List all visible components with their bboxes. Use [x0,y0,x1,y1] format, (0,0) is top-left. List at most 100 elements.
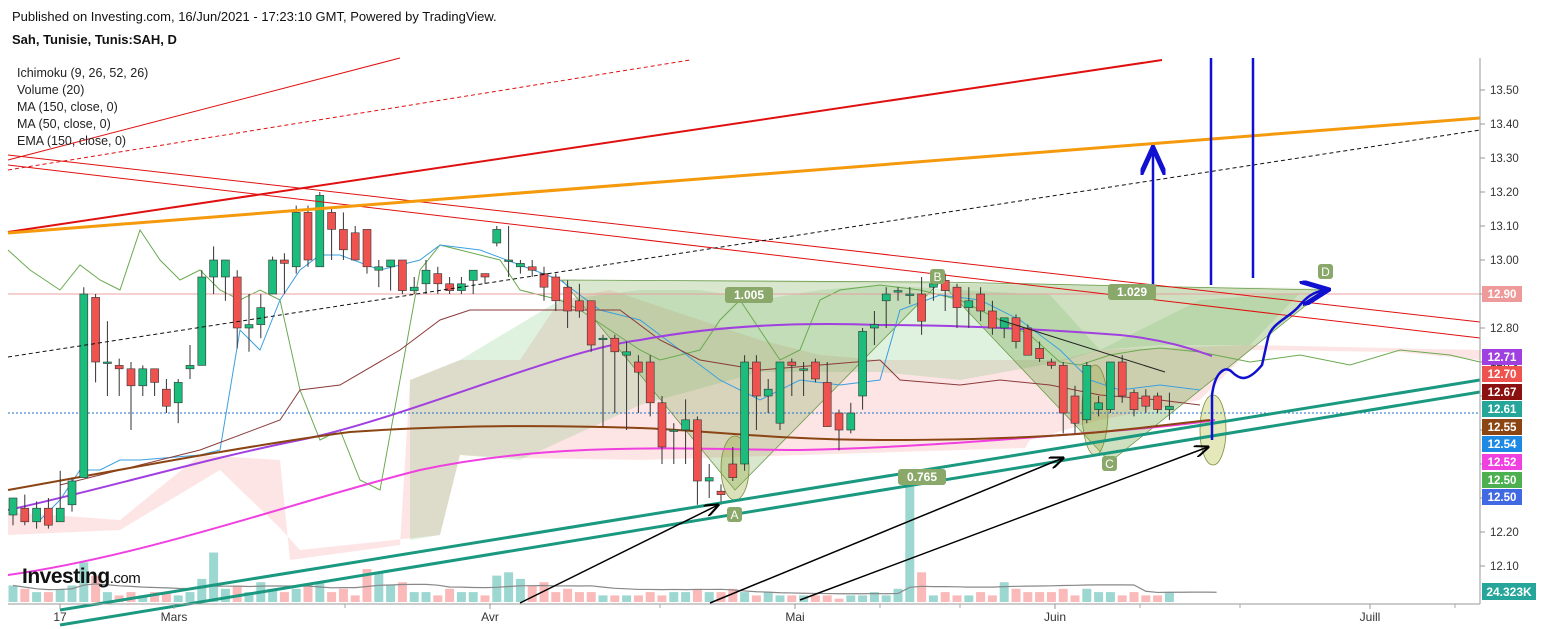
candle-body [999,317,1009,329]
candle-body [704,477,714,482]
y-tick-label: 12.10 [1490,561,1519,573]
volume-bar [1058,588,1068,602]
candle-body [244,324,254,329]
price-badge-label: 12.55 [1488,422,1517,434]
price-badge [1482,419,1522,435]
point-label-d: D [1321,265,1330,279]
candle-body [1023,327,1033,356]
x-tick-label: Avr [481,610,499,624]
volume-bar [362,569,372,602]
moving-averages [7,322,1216,576]
volume-bar [433,595,443,602]
y-tick-label: 13.50 [1490,85,1519,97]
y-tick-label: 13.10 [1490,221,1519,233]
candle-body [811,361,820,380]
volume-bar [598,595,608,602]
candle-body [79,293,89,478]
volume-bar [386,585,396,602]
price-badge-label: 12.67 [1488,387,1517,399]
candle-body [221,259,230,278]
volume-bar [1117,595,1127,602]
candle-body [433,273,443,285]
volume-bar [810,595,820,602]
candle-body [822,382,832,427]
candle-body [893,290,903,293]
ma150-line [7,419,1211,491]
volume-bar [940,592,950,602]
candle-body [858,331,867,397]
price-badge [1482,472,1522,488]
volume-bar [692,588,702,602]
indicator-ma50[interactable]: MA (50, close, 0) [17,117,111,131]
candle-body [834,412,844,431]
volume-bar [161,592,171,602]
price-badge [1482,454,1522,470]
candle-body [1047,361,1056,366]
x-tick-label: 17 [53,610,67,624]
y-tick-label: 13.30 [1490,153,1519,165]
volume-bar [303,585,313,602]
volume-bar [32,592,42,602]
candle-body [657,402,667,448]
volume-bar [220,588,230,602]
candle-body [1070,395,1080,424]
candle-body [1082,365,1092,421]
candle-body [362,229,372,268]
volume-bar [527,585,537,602]
indicator-volume[interactable]: Volume (20) [17,83,85,97]
volume-bar [728,588,738,602]
symbol-title: Sah, Tunisie, Tunis:SAH, D [12,32,177,47]
indicator-ma150[interactable]: MA (150, close, 0) [17,100,118,114]
candle-body [728,463,738,478]
volume-bar [905,470,915,602]
candle-body [622,351,631,356]
candle-body [940,280,950,291]
indicator-ichimoku[interactable]: Ichimoku (9, 26, 52, 26) [17,66,149,80]
candle-body [669,429,679,432]
candle-body [103,361,112,364]
volume-bar [881,595,891,602]
volume-bar [327,592,337,602]
volume-bar [338,588,348,602]
price-badges: 12.90 12.71 12.70 12.67 12.61 12.55 12.54 12.52… [1482,286,1522,505]
volume-bar [645,592,655,602]
price-badge-label: 12.54 [1488,439,1517,451]
y-tick-label: 12.20 [1490,527,1519,539]
volume-bar [232,585,242,602]
volume-bar [79,562,89,602]
candle-body [150,368,159,383]
volume-bar [1023,592,1033,602]
volume-value-label: 24.323K [1486,585,1532,599]
volume-bar [279,592,289,602]
candle-body [763,388,773,397]
candle-body [516,263,525,268]
volume-bar [952,595,962,602]
indicator-ema150[interactable]: EMA (150, close, 0) [17,134,127,148]
candle-body [527,266,537,271]
candle-body [20,507,30,523]
candle-body [209,259,218,278]
volume-bar [445,588,455,602]
volume-bar [268,588,278,602]
price-badge [1482,349,1522,365]
volume-bar [91,575,101,602]
candle-body [162,388,171,407]
volume-bar [138,595,148,602]
volume-bar [704,592,714,602]
candle-body [55,507,65,523]
volume-bar [150,592,160,602]
candle-body [1106,361,1115,410]
volume-bar [315,582,325,602]
volume-bar [102,592,112,602]
candlesticks [8,192,1174,529]
price-badge-label: 12.50 [1488,492,1517,504]
trend-lines [7,57,1481,627]
volume-bar [987,595,997,602]
published-info: Published on Investing.com, 16/Jun/2021 … [12,9,497,24]
volume-bar [563,588,573,602]
volume-bar [999,582,1009,602]
candle-body [634,361,643,373]
volume-bar [1035,592,1045,602]
price-badge-label: 12.61 [1488,404,1517,416]
